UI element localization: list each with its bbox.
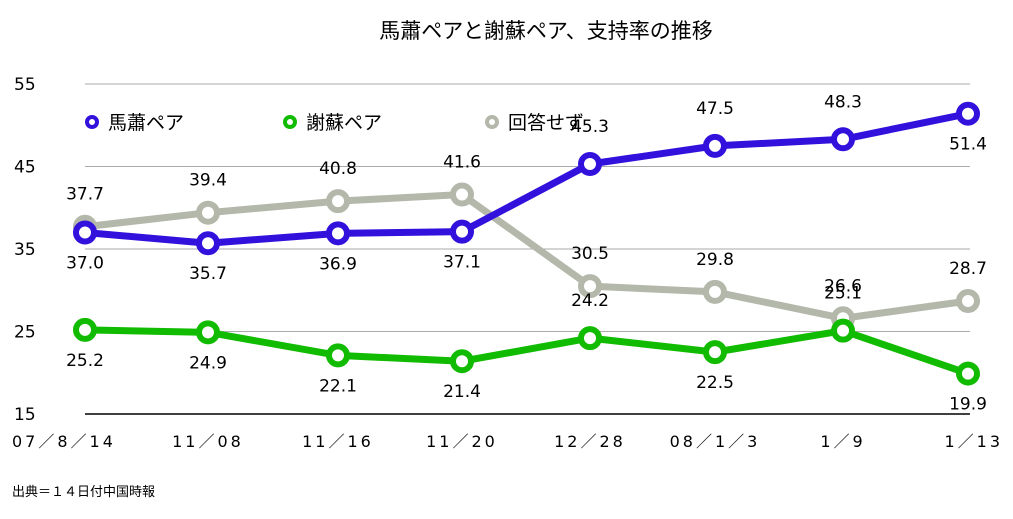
y-axis: 15 25 35 45 55 [14,75,36,425]
legend-marker [283,115,297,129]
data-point [703,279,727,304]
series-2: 25.2 24.9 22.1 21.4 24.2 22.5 25.1 19.9 [66,284,987,415]
data-label: 35.7 [189,264,227,284]
data-point [196,320,220,345]
x-tick-label: 07／8／14 [12,432,116,451]
legend: 馬蕭ペア 謝蘇ペア 回答せず [85,112,584,134]
legend-marker [85,115,99,129]
data-point [578,152,602,177]
data-label: 22.1 [319,376,357,396]
data-point [578,326,602,351]
x-tick-label: 1／13 [944,432,1003,451]
legend-item: 回答せず [485,112,584,134]
data-label: 40.8 [319,159,357,179]
x-tick-label: 11／08 [172,432,244,451]
legend-label: 馬蕭ペア [108,112,184,134]
data-label: 37.0 [66,254,104,274]
data-label: 26.6 [824,276,862,296]
data-point [196,200,220,225]
data-point [831,318,855,343]
data-label: 37.7 [66,185,104,205]
x-tick-label: 08／1／3 [670,432,761,451]
data-point [73,317,97,342]
series-line [84,191,969,322]
data-point [326,189,350,214]
data-label: 39.4 [189,171,227,191]
data-label: 45.3 [571,117,609,137]
data-label: 19.9 [949,395,987,415]
data-label: 37.1 [443,253,481,273]
series-line [84,326,970,377]
data-label: 25.1 [824,284,862,304]
data-label: 41.6 [443,153,481,173]
series-group: 37.7 39.4 40.8 41.6 30.5 29.8 26.6 28.7 25.2 24.9… [66,92,987,414]
y-tick-label: 45 [14,158,36,178]
data-point [450,182,474,207]
x-tick-label: 1／9 [820,432,865,451]
grid-lines [85,83,970,415]
data-point [450,219,474,244]
legend-marker [485,115,499,129]
series-1: 37.0 35.7 36.9 37.1 45.3 47.5 48.3 51.4 [66,92,987,284]
data-point [703,133,727,158]
chart-title: 馬蕭ペアと謝蘇ペア、支持率の推移 [379,19,712,43]
series-line [84,110,969,247]
data-label: 28.7 [949,259,987,279]
data-label: 24.9 [189,353,227,373]
legend-label: 謝蘇ペア [306,112,382,134]
data-label: 36.9 [319,254,357,274]
source-note: 出典＝１４日付中国時報 [12,485,156,500]
y-tick-label: 15 [14,405,36,425]
data-point [703,340,727,365]
x-tick-label: 12／28 [554,432,626,451]
data-point [956,288,980,313]
data-label: 24.2 [571,291,609,311]
data-point [196,231,220,256]
data-label: 30.5 [571,244,609,264]
x-tick-label: 11／16 [302,432,374,451]
data-label: 51.4 [949,135,987,155]
data-point [326,221,350,246]
data-label: 25.2 [66,351,104,371]
y-tick-label: 55 [14,75,36,95]
x-axis: 07／8／14 11／08 11／16 11／20 12／28 08／1／3 1／9 1／13 [12,432,1003,451]
data-point [956,101,980,126]
data-label: 21.4 [443,382,481,402]
series-3: 37.7 39.4 40.8 41.6 30.5 29.8 26.6 28.7 [66,153,987,331]
data-label: 29.8 [696,250,734,270]
data-point [956,361,980,386]
data-point [578,274,602,299]
data-point [73,220,97,245]
data-label: 47.5 [696,99,734,119]
data-point [831,127,855,152]
data-label: 22.5 [696,373,734,393]
legend-label: 回答せず [508,112,584,134]
legend-item: 謝蘇ペア [283,112,382,134]
data-label: 48.3 [824,92,862,112]
data-point [326,343,350,368]
data-point [450,349,474,374]
legend-item: 馬蕭ペア [85,112,184,134]
x-tick-label: 11／20 [426,432,498,451]
y-tick-label: 35 [14,240,36,260]
y-tick-label: 25 [14,323,36,343]
